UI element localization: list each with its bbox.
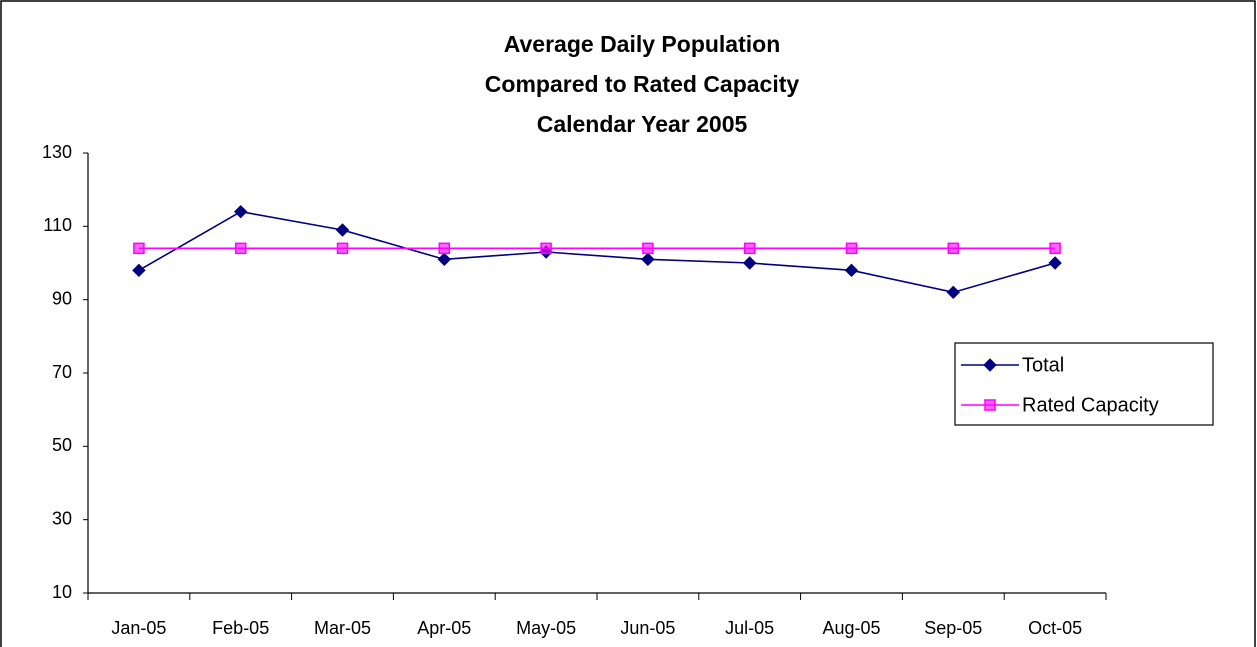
y-tick-label: 70 bbox=[52, 362, 72, 382]
data-point bbox=[845, 242, 858, 255]
series-line bbox=[138, 210, 1056, 294]
x-tick-label: Mar-05 bbox=[314, 618, 371, 638]
legend-marker bbox=[983, 358, 997, 372]
chart-title: Calendar Year 2005 bbox=[537, 111, 748, 137]
x-tick-label: Oct-05 bbox=[1028, 618, 1082, 638]
data-point bbox=[742, 256, 757, 270]
y-tick-label: 130 bbox=[42, 142, 72, 162]
data-point bbox=[438, 242, 451, 255]
data-point bbox=[132, 263, 146, 278]
x-tick-label: Sep-05 bbox=[924, 618, 982, 638]
data-point bbox=[641, 252, 655, 267]
data-point bbox=[642, 242, 654, 255]
y-tick-label: 30 bbox=[52, 508, 72, 528]
legend-box bbox=[954, 342, 1214, 426]
x-tick-label: Feb-05 bbox=[212, 618, 269, 638]
data-point bbox=[133, 242, 145, 255]
x-tick-label: Apr-05 bbox=[417, 618, 471, 638]
legend-label: Rated Capacity bbox=[1022, 394, 1159, 416]
data-point bbox=[1049, 242, 1061, 255]
data-point bbox=[947, 242, 960, 255]
data-point bbox=[233, 204, 248, 219]
data-point bbox=[336, 242, 349, 255]
legend-label: Total bbox=[1022, 354, 1064, 376]
data-point bbox=[540, 242, 552, 255]
chart-title: Compared to Rated Capacity bbox=[485, 71, 800, 97]
x-tick-label: Jul-05 bbox=[725, 618, 774, 638]
data-point bbox=[335, 223, 350, 237]
data-point bbox=[946, 285, 961, 300]
y-tick-label: 90 bbox=[52, 288, 72, 308]
x-tick-label: Jun-05 bbox=[620, 618, 675, 638]
data-point bbox=[437, 252, 452, 267]
y-tick-label: 110 bbox=[43, 215, 72, 235]
x-tick-label: Aug-05 bbox=[822, 618, 880, 638]
chart-title: Average Daily Population bbox=[504, 31, 781, 57]
data-point bbox=[1048, 256, 1062, 270]
data-point bbox=[844, 263, 859, 278]
y-tick-label: 10 bbox=[52, 582, 72, 602]
x-tick-label: May-05 bbox=[516, 618, 576, 638]
data-point bbox=[743, 242, 756, 255]
y-tick-label: 50 bbox=[52, 435, 72, 455]
legend-marker bbox=[984, 399, 996, 411]
data-point bbox=[234, 242, 247, 255]
x-tick-label: Jan-05 bbox=[111, 618, 166, 638]
